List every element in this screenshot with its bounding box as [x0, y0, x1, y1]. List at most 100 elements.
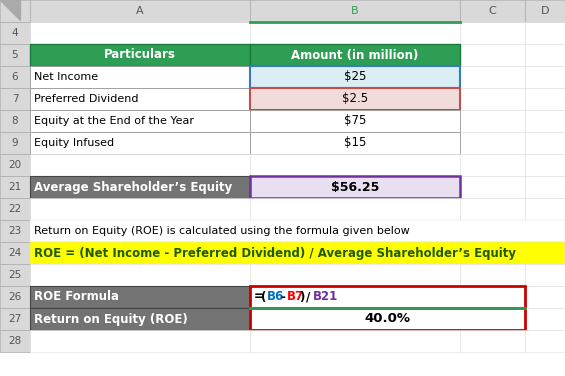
Bar — [250, 44, 460, 66]
Text: B21: B21 — [312, 291, 338, 303]
Text: Return on Equity (ROE) is calculated using the formula given below: Return on Equity (ROE) is calculated usi… — [34, 226, 410, 236]
Text: 9: 9 — [12, 138, 18, 148]
Text: 28: 28 — [8, 336, 21, 346]
Bar — [30, 66, 250, 88]
Bar — [0, 220, 30, 242]
Text: Return on Equity (ROE): Return on Equity (ROE) — [34, 312, 188, 326]
Bar — [0, 264, 30, 286]
Text: Equity Infused: Equity Infused — [34, 138, 114, 148]
Bar — [525, 286, 565, 308]
Bar — [30, 220, 565, 242]
Bar — [30, 176, 250, 198]
Bar — [0, 44, 30, 66]
Bar — [0, 66, 30, 88]
Bar — [460, 44, 525, 66]
Bar — [460, 66, 525, 88]
Bar — [460, 264, 525, 286]
Text: 40.0%: 40.0% — [364, 312, 411, 326]
Bar — [0, 330, 30, 352]
Text: ROE Formula: ROE Formula — [34, 291, 119, 303]
Bar — [525, 330, 565, 352]
Bar — [30, 286, 250, 308]
Text: Net Income: Net Income — [34, 72, 98, 82]
Bar — [250, 308, 525, 330]
Bar — [0, 198, 30, 220]
Text: =: = — [254, 291, 264, 303]
Text: 23: 23 — [8, 226, 21, 236]
Bar — [30, 132, 250, 154]
Text: 4: 4 — [12, 28, 18, 38]
Bar — [525, 308, 565, 330]
Bar — [30, 198, 250, 220]
Text: ): ) — [299, 291, 305, 303]
Bar — [250, 22, 460, 44]
Bar — [30, 44, 250, 66]
Text: Amount (in million): Amount (in million) — [292, 49, 419, 62]
Bar — [460, 154, 525, 176]
Bar — [525, 132, 565, 154]
Text: /: / — [306, 291, 310, 303]
Text: (: ( — [260, 291, 266, 303]
Text: 21: 21 — [8, 182, 21, 192]
Text: 26: 26 — [8, 292, 21, 302]
Bar — [30, 308, 250, 330]
Bar — [460, 22, 525, 44]
Bar — [0, 22, 30, 44]
Bar — [30, 0, 250, 22]
Bar — [525, 66, 565, 88]
Bar — [30, 22, 250, 44]
Bar — [0, 176, 30, 198]
Bar — [250, 286, 525, 308]
Bar — [250, 198, 460, 220]
Bar — [460, 0, 525, 22]
Text: 20: 20 — [8, 160, 21, 170]
Bar — [0, 242, 30, 264]
Text: B7: B7 — [286, 291, 303, 303]
Bar — [30, 330, 250, 352]
Bar — [0, 308, 30, 330]
Bar — [525, 44, 565, 66]
Bar — [30, 242, 565, 264]
Bar — [250, 330, 460, 352]
Bar — [0, 154, 30, 176]
Text: B: B — [351, 6, 359, 16]
Polygon shape — [0, 0, 20, 20]
Text: 6: 6 — [12, 72, 18, 82]
Text: $15: $15 — [344, 136, 366, 150]
Bar — [525, 176, 565, 198]
Bar — [250, 0, 460, 22]
Text: Preferred Dividend: Preferred Dividend — [34, 94, 138, 104]
Bar — [460, 198, 525, 220]
Text: C: C — [489, 6, 497, 16]
Bar — [0, 110, 30, 132]
Bar — [0, 0, 30, 22]
Text: -: - — [280, 291, 285, 303]
Bar — [250, 176, 460, 198]
Text: $2.5: $2.5 — [342, 92, 368, 106]
Bar — [525, 220, 565, 242]
Bar — [460, 88, 525, 110]
Bar — [30, 264, 250, 286]
Bar — [0, 88, 30, 110]
Bar — [0, 286, 30, 308]
Text: A: A — [136, 6, 144, 16]
Bar — [250, 132, 460, 154]
Bar — [460, 110, 525, 132]
Text: 7: 7 — [12, 94, 18, 104]
Bar — [460, 330, 525, 352]
Bar — [30, 110, 250, 132]
Bar — [525, 242, 565, 264]
Bar — [30, 88, 250, 110]
Bar — [525, 88, 565, 110]
Bar — [525, 154, 565, 176]
Bar — [460, 242, 525, 264]
Bar — [460, 286, 525, 308]
Bar — [460, 132, 525, 154]
Bar — [460, 176, 525, 198]
Text: 8: 8 — [12, 116, 18, 126]
Text: 22: 22 — [8, 204, 21, 214]
Bar — [250, 264, 460, 286]
Bar — [250, 154, 460, 176]
Bar — [525, 264, 565, 286]
Text: Particulars: Particulars — [104, 49, 176, 62]
